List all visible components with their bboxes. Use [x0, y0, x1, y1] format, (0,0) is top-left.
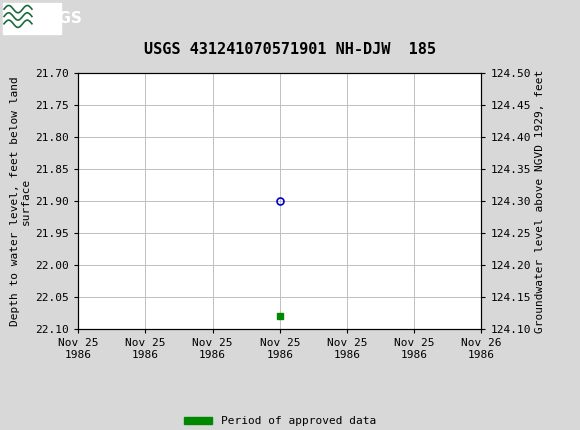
Bar: [3, 3, 61, 34]
Text: USGS 431241070571901 NH-DJW  185: USGS 431241070571901 NH-DJW 185: [144, 42, 436, 57]
Text: USGS: USGS: [36, 11, 83, 26]
Legend: Period of approved data: Period of approved data: [179, 412, 380, 430]
Y-axis label: Depth to water level, feet below land
surface: Depth to water level, feet below land su…: [10, 76, 31, 326]
Y-axis label: Groundwater level above NGVD 1929, feet: Groundwater level above NGVD 1929, feet: [535, 69, 545, 333]
